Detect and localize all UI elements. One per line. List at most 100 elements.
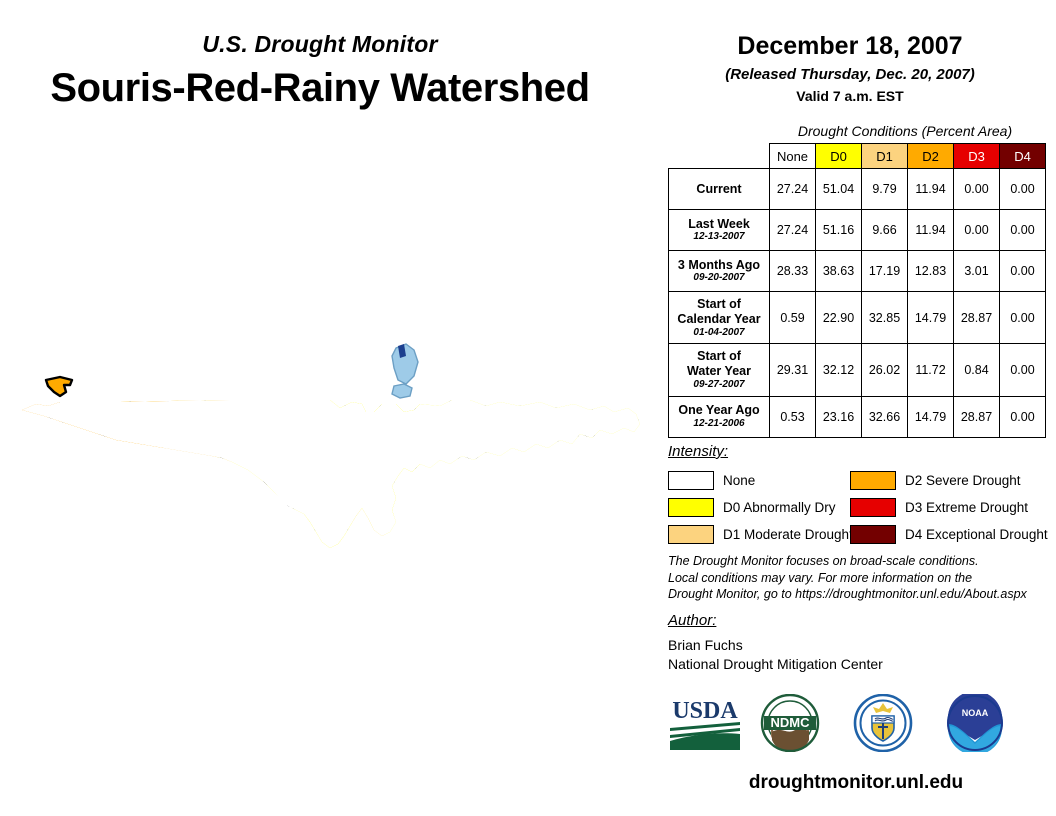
program-title: U.S. Drought Monitor [202, 31, 438, 57]
column-header-d4: D4 [999, 143, 1046, 169]
swatch-d2-icon [850, 470, 896, 490]
row-label-text: 3 Months Ago [677, 257, 761, 272]
table-row: One Year Ago 12-21-2006 0.53 23.16 32.66… [668, 395, 1046, 438]
table-row: 3 Months Ago 09-20-2007 28.33 38.63 17.1… [668, 250, 1046, 292]
disclaimer-line-1: The Drought Monitor focuses on broad-sca… [668, 554, 979, 568]
noaa-logo[interactable]: NOAA [944, 691, 1006, 757]
cell-3months-d0: 38.63 [815, 250, 862, 292]
legend-label-d3: D3 Extreme Drought [905, 499, 1029, 515]
row-label-date: 01-04-2007 [693, 326, 745, 338]
column-header-d0: D0 [815, 143, 862, 169]
release-date: (Released Thursday, Dec. 20, 2007) [725, 66, 975, 83]
cell-3months-d2: 12.83 [907, 250, 954, 292]
row-label-text: Current [696, 181, 742, 196]
disclaimer-line-3: Drought Monitor, go to https://droughtmo… [668, 587, 1027, 602]
cell-3months-d3: 3.01 [953, 250, 1000, 292]
row-label-text-line1: Start of [697, 297, 741, 311]
legend-label-d0: D0 Abnormally Dry [723, 499, 836, 515]
drought-map[interactable] [0, 340, 660, 600]
cell-calyear-d0: 22.90 [815, 290, 862, 345]
disclaimer-text: The Drought Monitor focuses on broad-sca… [668, 553, 1053, 603]
column-header-d2: D2 [907, 143, 954, 169]
cell-lastweek-d0: 51.16 [815, 209, 862, 251]
cell-oneyear-d1: 32.66 [861, 395, 908, 438]
cell-lastweek-d1: 9.66 [861, 209, 908, 251]
cell-oneyear-d0: 23.16 [815, 395, 862, 438]
row-label-three-months-ago: 3 Months Ago 09-20-2007 [668, 250, 770, 292]
row-label-text-line1: Start of [697, 349, 741, 364]
usda-logo[interactable]: USDA [668, 694, 742, 757]
cell-current-d3: 0.00 [953, 168, 1000, 210]
cell-wateryear-d2: 11.72 [907, 343, 954, 397]
svg-text:NOAA: NOAA [962, 708, 989, 718]
swatch-d1-icon [668, 524, 714, 544]
cell-oneyear-d4: 0.00 [999, 395, 1046, 438]
cell-oneyear-d3: 28.87 [953, 395, 1000, 438]
cell-lastweek-d3: 0.00 [953, 209, 1000, 251]
cell-3months-none: 28.33 [769, 250, 816, 292]
report-date: December 18, 2007 [737, 32, 963, 60]
cell-wateryear-d3: 0.84 [953, 343, 1000, 397]
legend-label-none: None [723, 472, 756, 488]
valid-time: Valid 7 a.m. EST [796, 88, 904, 104]
disclaimer-line-2: Local conditions may vary. For more info… [668, 570, 973, 585]
author-heading: Author: [668, 612, 717, 629]
row-label-last-week: Last Week 12-13-2007 [668, 209, 770, 251]
cell-current-d0: 51.04 [815, 168, 862, 210]
column-header-d3: D3 [953, 143, 1000, 169]
row-label-start-calendar-year: Start of Calendar Year 01-04-2007 [668, 290, 770, 345]
legend-label-d1: D1 Moderate Drought [723, 526, 853, 542]
row-label-text: One Year Ago [678, 403, 760, 418]
cell-calyear-d4: 0.00 [999, 290, 1046, 345]
row-label-start-water-year: Start of Water Year 09-27-2007 [668, 343, 770, 397]
table-caption: Drought Conditions (Percent Area) [797, 123, 1013, 139]
cell-wateryear-d1: 26.02 [861, 343, 908, 397]
row-label-one-year-ago: One Year Ago 12-21-2006 [668, 395, 770, 438]
legend-item-d2: D2 Severe Drought [850, 468, 1040, 492]
map-detached-region [44, 375, 74, 398]
cell-lastweek-d2: 11.94 [907, 209, 954, 251]
cell-3months-d1: 17.19 [861, 250, 908, 292]
swatch-none-icon [668, 470, 714, 490]
cell-wateryear-none: 29.31 [769, 343, 816, 397]
cell-current-d1: 9.79 [861, 168, 908, 210]
legend-item-none: None [668, 468, 858, 492]
swatch-d4-icon [850, 524, 896, 544]
intensity-heading: Intensity: [668, 443, 729, 460]
column-header-none: None [769, 143, 816, 169]
row-label-date: 12-13-2007 [693, 231, 745, 243]
cell-oneyear-d2: 14.79 [907, 395, 954, 438]
author-name: Brian Fuchs [668, 637, 743, 653]
site-url[interactable]: droughtmonitor.unl.edu [748, 772, 964, 793]
legend-item-d3: D3 Extreme Drought [850, 495, 1040, 519]
svg-text:USDA: USDA [672, 698, 738, 724]
column-header-d1: D1 [861, 143, 908, 169]
usdc-seal-logo[interactable] [852, 693, 914, 757]
cell-lastweek-d4: 0.00 [999, 209, 1046, 251]
table-row: Last Week 12-13-2007 27.24 51.16 9.66 11… [668, 209, 1046, 251]
cell-calyear-d3: 28.87 [953, 290, 1000, 345]
ndmc-logo[interactable]: NDMC [759, 693, 821, 757]
row-label-date: 12-21-2006 [693, 418, 745, 430]
cell-wateryear-d4: 0.00 [999, 343, 1046, 397]
author-organization: National Drought Mitigation Center [668, 656, 883, 672]
legend-label-d2: D2 Severe Drought [905, 472, 1021, 488]
row-label-current: Current [668, 168, 770, 210]
legend-item-d4: D4 Exceptional Drought [850, 522, 1048, 546]
table-corner-cell [669, 144, 770, 169]
info-pane: December 18, 2007 (Released Thursday, De… [660, 0, 1056, 816]
legend-item-d1: D1 Moderate Drought [668, 522, 858, 546]
cell-calyear-d2: 14.79 [907, 290, 954, 345]
cell-current-d4: 0.00 [999, 168, 1046, 210]
drought-conditions-table: None D0 D1 D2 D3 D4 Current 27.24 51.04 … [668, 143, 1046, 438]
cell-calyear-none: 0.59 [769, 290, 816, 345]
cell-current-none: 27.24 [769, 168, 816, 210]
legend-column-left: None D0 Abnormally Dry D1 Moderate Droug… [668, 468, 858, 549]
row-label-text-line2: Calendar Year [677, 311, 761, 326]
swatch-d3-icon [850, 497, 896, 517]
page-title: Souris-Red-Rainy Watershed [50, 66, 590, 110]
cell-3months-d4: 0.00 [999, 250, 1046, 292]
row-label-text: Last Week [688, 216, 750, 231]
legend-label-d4: D4 Exceptional Drought [905, 526, 1048, 542]
svg-text:NDMC: NDMC [771, 715, 811, 730]
